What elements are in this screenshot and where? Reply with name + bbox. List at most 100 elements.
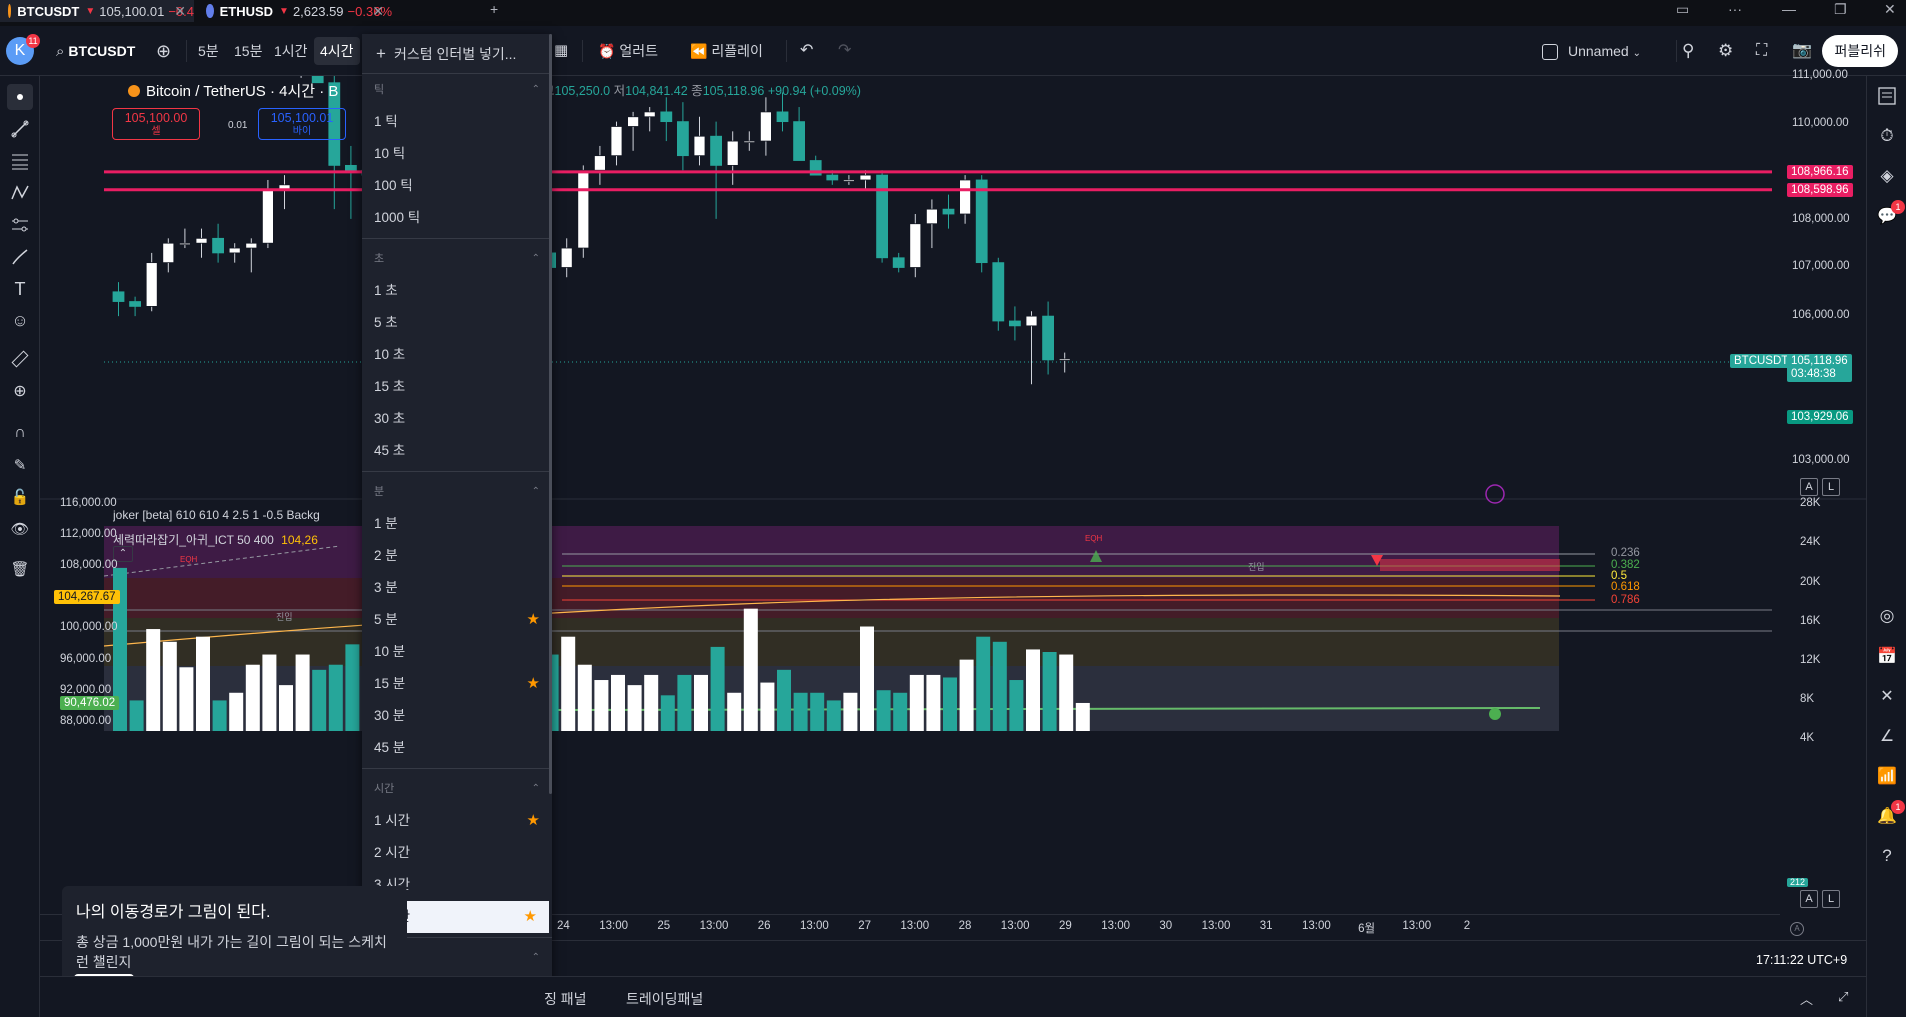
trend-line-icon[interactable] xyxy=(7,116,33,142)
close-tab-icon[interactable]: ✕ xyxy=(174,2,186,19)
sell-button[interactable]: 105,100.00 셀 xyxy=(112,108,200,140)
interval-option[interactable]: 1 초 xyxy=(362,275,552,307)
ruler-icon[interactable] xyxy=(7,346,33,372)
watchlist-icon[interactable] xyxy=(1875,84,1899,108)
undo-icon[interactable]: ↶ xyxy=(800,42,814,59)
camera-icon[interactable]: 📷 xyxy=(1792,42,1812,59)
text-icon[interactable]: T xyxy=(14,278,26,299)
interval-15m[interactable]: 15분 xyxy=(234,43,263,59)
close-tab-icon[interactable]: ✕ xyxy=(372,2,384,19)
interval-option[interactable]: 5 초 xyxy=(362,307,552,339)
interval-option[interactable]: 30 분 xyxy=(362,700,552,732)
time-axis[interactable]: 2313:002413:002513:002613:002713:002813:… xyxy=(40,914,1780,936)
strategy-icon[interactable]: ∠ xyxy=(1879,728,1895,745)
chat-icon[interactable]: 💬 xyxy=(1877,208,1897,225)
custom-interval-button[interactable]: + 커스텀 인터벌 넣기... xyxy=(362,34,552,74)
interval-5m[interactable]: 5분 xyxy=(198,43,219,59)
interval-option[interactable]: 3 분 xyxy=(362,572,552,604)
tab-btcusdt[interactable]: BTCUSDT ▼ 105,100.01 −0.4 ✕ xyxy=(0,0,194,22)
interval-1h[interactable]: 1시간 xyxy=(274,43,308,59)
chevron-up-icon[interactable]: ︿ xyxy=(1800,992,1814,1007)
zoom-in-icon[interactable]: ⊕ xyxy=(13,383,27,400)
chart-canvas[interactable] xyxy=(40,76,1866,976)
emoji-icon[interactable]: ☺ xyxy=(11,311,29,330)
interval-option[interactable]: 2 분 xyxy=(362,540,552,572)
layout-icon[interactable]: ▭ xyxy=(1676,1,1690,17)
fib-lines-icon[interactable] xyxy=(7,148,33,174)
interval-option[interactable]: 1000 틱 xyxy=(362,202,552,234)
interval-section-header[interactable]: 초 ⌃ xyxy=(362,243,552,275)
calendar-icon[interactable]: 📅 xyxy=(1877,648,1897,665)
layout-selector[interactable]: Unnamed ⌄ xyxy=(1542,26,1641,76)
pencil-lock-icon[interactable]: ✎ xyxy=(13,457,27,474)
level-tag-lower[interactable]: 108,598.96 xyxy=(1787,183,1853,197)
interval-section-header[interactable]: 시간 ⌃ xyxy=(362,773,552,805)
joker-indicator-label[interactable]: joker [beta] 610 610 4 2.5 1 -0.5 Backg xyxy=(113,508,320,522)
broadcast-icon[interactable]: 📶 xyxy=(1877,768,1897,785)
interval-option[interactable]: 2 시간 xyxy=(362,837,552,869)
trading-panel-tab[interactable]: 트레이딩패널 xyxy=(626,991,704,1007)
pattern-icon[interactable] xyxy=(7,180,33,206)
maximize-panel-icon[interactable]: ⤢ xyxy=(1838,989,1849,1004)
buy-button[interactable]: 105,100.01 바이 xyxy=(258,108,346,140)
brush-icon[interactable] xyxy=(7,244,33,270)
favorite-star-icon[interactable]: ★ xyxy=(526,812,540,829)
quick-search-icon[interactable]: ⚲ xyxy=(1682,41,1695,60)
auto-scale-button-2[interactable]: A xyxy=(1800,890,1818,908)
dropdown-scrollbar[interactable] xyxy=(549,34,552,794)
interval-option[interactable]: 10 틱 xyxy=(362,138,552,170)
log-scale-button-2[interactable]: L xyxy=(1822,890,1840,908)
publish-button[interactable]: 퍼블리쉬 xyxy=(1822,35,1898,67)
alert-button[interactable]: ⏰ 얼러트 xyxy=(598,26,658,76)
auto-scale-button[interactable]: A xyxy=(1800,478,1818,496)
forecast-icon[interactable] xyxy=(7,212,33,238)
interval-option[interactable]: 30 초 xyxy=(362,403,552,435)
chart-legend-title[interactable]: Bitcoin / TetherUS · 4시간 · B xyxy=(128,80,338,101)
pattern-scan-icon[interactable]: ✕ xyxy=(1880,688,1894,705)
close-window-icon[interactable]: ✕ xyxy=(1884,1,1896,17)
restore-icon[interactable]: ❐ xyxy=(1834,1,1847,17)
tab-ethusd[interactable]: ETHUSD ▼ 2,623.59 −0.36% ✕ xyxy=(198,0,392,22)
level-tag-upper[interactable]: 108,966.16 xyxy=(1787,165,1853,179)
compare-add-icon[interactable]: ⊕ xyxy=(156,41,172,61)
replay-button[interactable]: ⏪ 리플레이 xyxy=(690,26,763,76)
fullscreen-icon[interactable]: ⛶ xyxy=(1756,42,1768,59)
alarm-clock-icon[interactable]: ⏱ xyxy=(1880,126,1894,145)
interval-4h[interactable]: 4시간 xyxy=(314,37,360,65)
minimize-icon[interactable]: — xyxy=(1782,1,1796,17)
layers-icon[interactable]: ◈ xyxy=(1880,166,1894,185)
interval-option[interactable]: 15 분 ★ xyxy=(362,668,552,700)
log-scale-button[interactable]: L xyxy=(1822,478,1840,496)
favorite-star-icon[interactable]: ★ xyxy=(526,611,540,628)
interval-section-header[interactable]: 틱 ⌃ xyxy=(362,74,552,106)
more-icon[interactable]: ··· xyxy=(1728,1,1742,17)
interval-section-header[interactable]: 분 ⌃ xyxy=(362,476,552,508)
interval-option[interactable]: 45 분 xyxy=(362,732,552,764)
lock-icon[interactable]: 🔓 xyxy=(10,489,30,506)
clock-display[interactable]: 17:11:22 UTC+9 xyxy=(1756,953,1848,967)
interval-option[interactable]: 10 분 xyxy=(362,636,552,668)
favorite-star-icon[interactable]: ★ xyxy=(526,675,540,692)
interval-option[interactable]: 1 틱 xyxy=(362,106,552,138)
bell-icon[interactable]: 🔔 xyxy=(1877,808,1897,825)
favorite-star-icon[interactable]: ★ xyxy=(523,908,537,925)
interval-option[interactable]: 45 초 xyxy=(362,435,552,467)
eye-icon[interactable]: 👁 xyxy=(10,521,30,538)
auto-scale-time-icon[interactable]: A xyxy=(1790,922,1804,936)
cursor-dot-icon[interactable] xyxy=(7,84,33,110)
settings-icon[interactable]: ⚙ xyxy=(1718,41,1734,60)
indicators-grid-icon[interactable]: ▦ xyxy=(554,42,569,59)
interval-option[interactable]: 100 틱 xyxy=(362,170,552,202)
magnet-icon[interactable]: ∩ xyxy=(14,424,26,441)
chart-area[interactable]: Bitcoin / TetherUS · 4시간 · B 고105,250.0 … xyxy=(40,69,1866,976)
target-icon[interactable]: ◎ xyxy=(1879,606,1895,625)
interval-option[interactable]: 15 초 xyxy=(362,371,552,403)
interval-option[interactable]: 5 분 ★ xyxy=(362,604,552,636)
redo-icon[interactable]: ↷ xyxy=(838,42,852,59)
interval-option[interactable]: 10 초 xyxy=(362,339,552,371)
panel-tab-1[interactable]: 징 패널 xyxy=(544,991,587,1007)
ict-indicator-label[interactable]: 세력따라잡기_아귀_ICT 50 400 104,26 xyxy=(113,531,318,548)
trash-icon[interactable]: 🗑 xyxy=(10,561,30,578)
collapse-chevron-icon[interactable]: ⌃ xyxy=(113,546,133,562)
